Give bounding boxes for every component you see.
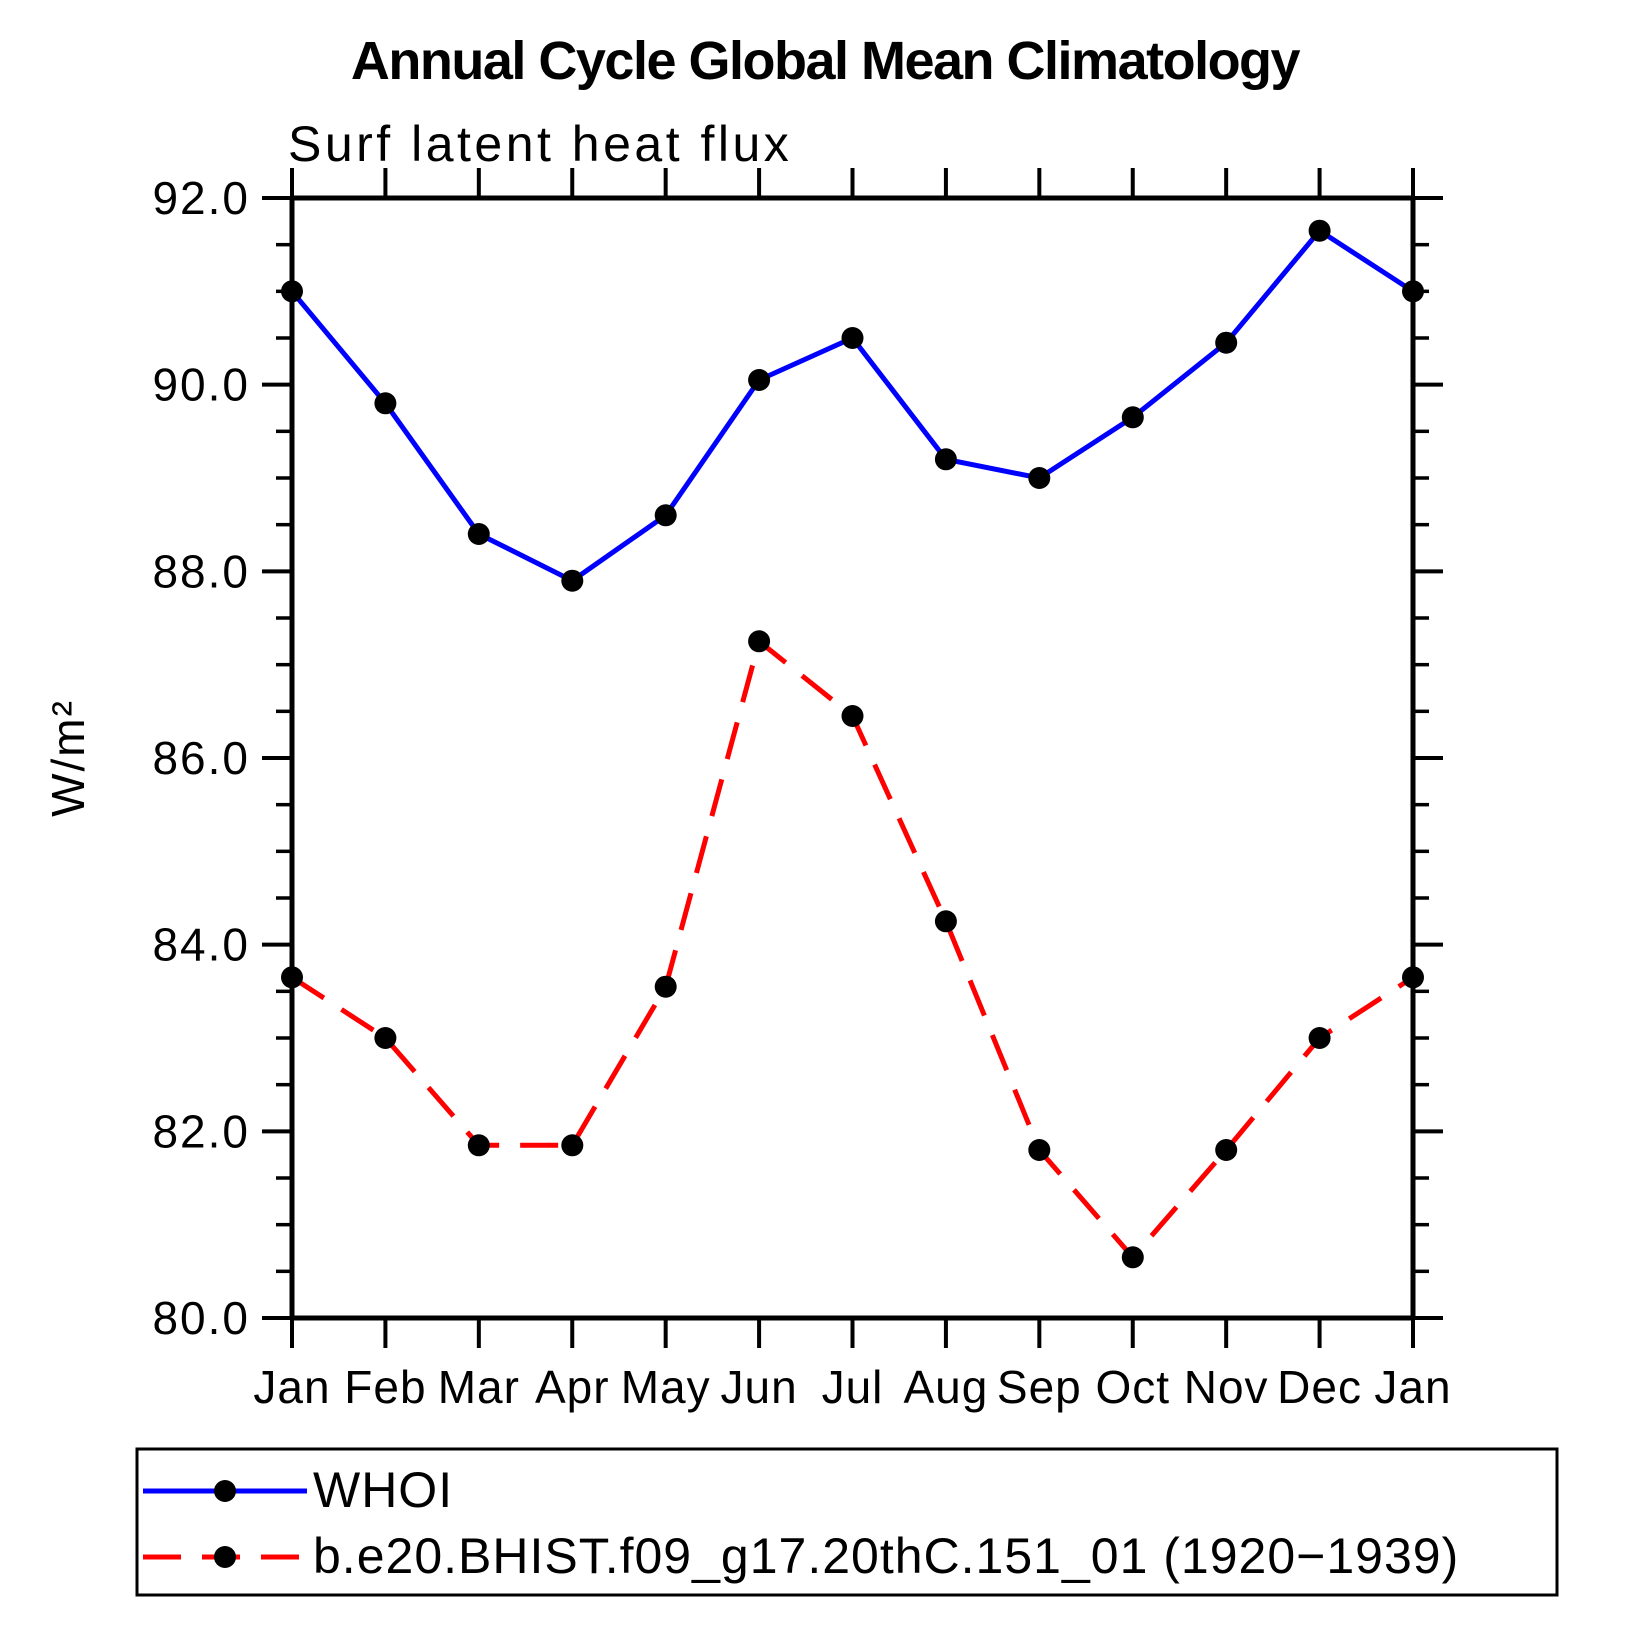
data-point <box>841 705 864 727</box>
y-tick-label: 86.0 <box>152 732 250 784</box>
x-tick-label: Jul <box>822 1361 884 1413</box>
y-tick-label: 84.0 <box>152 919 250 971</box>
data-point <box>1215 331 1238 354</box>
x-tick-label: Jan <box>253 1361 330 1413</box>
x-tick-label: Apr <box>535 1361 610 1413</box>
legend: WHOI b.e20.BHIST.f09_g17.20thC.151_01 (1… <box>135 1447 1559 1597</box>
x-tick-label: Mar <box>438 1361 520 1413</box>
y-tick-label: 82.0 <box>152 1105 250 1157</box>
x-tick-label: May <box>621 1361 711 1413</box>
data-point <box>654 975 677 998</box>
chart-title: Annual Cycle Global Mean Climatology <box>351 31 1301 91</box>
data-point <box>748 630 771 653</box>
x-tick-label: Jun <box>720 1361 797 1413</box>
data-point <box>467 1134 490 1157</box>
y-tick-label: 88.0 <box>152 545 250 597</box>
data-point <box>1308 1027 1331 1049</box>
legend-label-model: b.e20.BHIST.f09_g17.20thC.151_01 (1920−1… <box>313 1528 1459 1584</box>
data-point <box>374 392 397 415</box>
data-point <box>281 966 303 989</box>
data-point <box>1215 1139 1238 1161</box>
data-point <box>561 1134 584 1157</box>
data-point <box>748 369 771 391</box>
x-tick-label: Aug <box>903 1361 988 1413</box>
data-point <box>467 523 490 545</box>
data-point <box>934 910 957 933</box>
y-axis-label: W/m² <box>42 699 94 817</box>
data-point <box>1028 467 1051 489</box>
x-tick-label: Feb <box>344 1361 426 1413</box>
x-tick-label: Nov <box>1184 1361 1269 1413</box>
x-tick-label: Jan <box>1374 1361 1451 1413</box>
y-tick-label: 90.0 <box>152 359 250 411</box>
y-tick-label: 80.0 <box>152 1292 250 1344</box>
series-line <box>290 636 1415 1262</box>
data-point <box>374 1027 397 1049</box>
legend-border <box>135 1447 1559 1597</box>
x-tick-label: Oct <box>1095 1361 1170 1413</box>
data-point <box>654 504 677 527</box>
data-point <box>561 569 584 592</box>
data-point <box>1402 280 1424 303</box>
data-point <box>281 280 303 303</box>
series-line <box>290 227 1415 584</box>
y-tick-label: 92.0 <box>152 172 250 224</box>
data-point <box>1402 966 1424 989</box>
data-point <box>934 448 957 471</box>
chart-subtitle: Surf latent heat flux <box>288 116 792 172</box>
legend-label-whoi: WHOI <box>313 1462 453 1518</box>
legend-marker-model <box>214 1546 236 1568</box>
data-point <box>1028 1139 1051 1161</box>
data-point <box>1121 406 1144 429</box>
data-point <box>841 327 864 349</box>
legend-marker-whoi <box>214 1480 236 1502</box>
x-tick-label: Dec <box>1277 1361 1362 1413</box>
data-point <box>1121 1246 1144 1269</box>
x-tick-label: Sep <box>997 1361 1082 1413</box>
data-point <box>1308 219 1331 242</box>
